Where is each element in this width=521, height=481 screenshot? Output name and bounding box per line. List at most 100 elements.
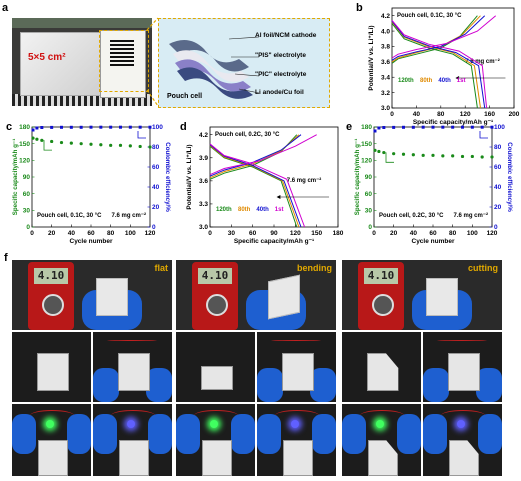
capacity-point — [31, 136, 35, 140]
series-40th-discharge — [391, 20, 486, 109]
pouch-cell — [38, 440, 68, 476]
meter-display: 4.10 — [364, 268, 398, 284]
pouch-cell — [96, 278, 128, 316]
capacity-point — [128, 144, 132, 148]
pouch-cell — [447, 353, 480, 391]
capacity-point — [411, 153, 415, 157]
pouch-cell — [283, 440, 313, 476]
pouch-cell — [268, 274, 300, 320]
wire — [275, 410, 319, 421]
y2-axis-label: Coulombic efficiency/% — [164, 142, 171, 212]
legend-80th: 80th — [420, 78, 433, 84]
wire — [441, 410, 485, 421]
x-tick-label: 20 — [390, 230, 398, 237]
y2-axis-label: Coulombic efficiency/% — [506, 142, 513, 212]
y2-tick-label: 60 — [494, 164, 502, 171]
ce-point — [470, 125, 474, 129]
chart-annotation: Pouch cell, 0.1C, 30 °C — [397, 13, 462, 19]
glove-hand — [423, 368, 449, 402]
legend-arrowhead — [276, 195, 281, 199]
glove-hand — [342, 414, 366, 454]
panel-c-label: c — [6, 121, 13, 133]
y-tick-label: 3.6 — [199, 178, 208, 185]
ce-point — [60, 125, 63, 129]
plot-frame — [31, 126, 151, 228]
meter-photo-bending: 4.10 bending — [176, 260, 336, 330]
glove-hand — [148, 414, 172, 454]
loading-label: 7.6 mg cm⁻² — [465, 58, 500, 65]
x-tick-label: 60 — [87, 230, 95, 237]
x-tick-label: 40 — [68, 230, 76, 237]
ce-axis-arrow — [137, 131, 146, 139]
wire — [437, 340, 487, 342]
ce-point — [148, 125, 152, 129]
series-1st-charge — [209, 134, 317, 176]
y-tick-label: 3.8 — [381, 44, 390, 51]
capacity-point — [148, 145, 152, 149]
y-tick-label: 90 — [23, 174, 31, 181]
pouch-cell — [449, 440, 479, 476]
capacity-point — [99, 143, 103, 147]
cell-photo — [12, 332, 91, 402]
y-tick-label: 150 — [19, 141, 30, 148]
legend-120th: 120th — [216, 207, 232, 213]
ce-point — [421, 125, 425, 129]
ce-point — [128, 125, 132, 129]
y-tick-label: 120 — [19, 158, 30, 165]
ce-point — [119, 125, 122, 129]
y-tick-label: 180 — [361, 124, 372, 131]
ce-point — [35, 126, 39, 130]
y2-tick-label: 100 — [494, 124, 505, 131]
x-tick-label: 20 — [48, 230, 56, 237]
x-tick-label: 100 — [125, 230, 136, 237]
x-tick-label: 0 — [30, 230, 34, 237]
x-tick-label: 80 — [107, 230, 115, 237]
ce-point — [392, 125, 396, 129]
y-axis-label: Specific capacity/mAh g⁻¹ — [12, 139, 19, 216]
capacity-point — [109, 143, 113, 147]
glove-hand — [397, 414, 421, 454]
series-120th-discharge — [391, 23, 478, 109]
y-tick-label: 3.2 — [381, 90, 390, 97]
ce-point — [99, 125, 103, 129]
x-tick-label: 40 — [413, 111, 421, 118]
y2-tick-label: 80 — [494, 144, 502, 151]
capacity-point — [138, 144, 142, 149]
wire — [30, 410, 74, 421]
capacity-point — [392, 152, 396, 156]
ce-point — [109, 125, 113, 129]
capacity-point — [431, 153, 435, 157]
y-tick-label: 3.9 — [199, 155, 208, 162]
capacity-point — [89, 142, 93, 146]
capacity-point — [69, 141, 73, 145]
x-tick-label: 150 — [311, 230, 322, 237]
y2-tick-label: 0 — [494, 224, 498, 231]
zoom-box — [99, 30, 149, 92]
layer-stack-drawing — [169, 36, 260, 99]
y-tick-label: 4.2 — [381, 13, 390, 20]
capacity-point — [382, 150, 386, 155]
series-1st-charge — [391, 15, 497, 59]
plot-frame — [391, 7, 515, 109]
x-axis-label: Cycle number — [412, 238, 455, 245]
series-120th-charge — [391, 15, 478, 64]
led-light — [127, 420, 135, 428]
x-tick-label: 80 — [449, 230, 457, 237]
ce-point — [50, 125, 54, 129]
capacity-axis-arrow — [385, 152, 394, 163]
capacity-point — [421, 153, 425, 157]
layer-label-pis: "PIS" electrolyte — [255, 52, 306, 59]
series-120th-discharge — [209, 145, 298, 228]
capacity-point — [377, 149, 381, 154]
legend-1st: 1st — [457, 78, 466, 84]
ce-point — [31, 128, 35, 132]
meter-display: 4.10 — [198, 268, 232, 284]
ce-point — [402, 125, 405, 129]
series-40th-charge — [391, 15, 486, 61]
panel-d-label: d — [180, 121, 187, 133]
layer-label-anode: Li anode/Cu foil — [255, 89, 304, 96]
state-label-flat: flat — [154, 263, 169, 273]
capacity-point — [59, 140, 64, 145]
y-tick-label: 0 — [26, 224, 30, 231]
y2-tick-label: 40 — [494, 184, 502, 191]
